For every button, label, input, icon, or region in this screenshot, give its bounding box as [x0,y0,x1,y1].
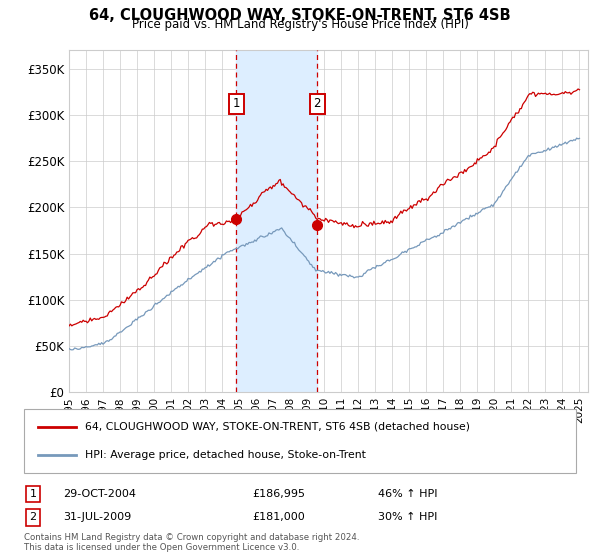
Text: 29-OCT-2004: 29-OCT-2004 [63,489,136,499]
Text: £186,995: £186,995 [252,489,305,499]
Text: HPI: Average price, detached house, Stoke-on-Trent: HPI: Average price, detached house, Stok… [85,450,365,460]
Text: This data is licensed under the Open Government Licence v3.0.: This data is licensed under the Open Gov… [24,543,299,552]
Text: 1: 1 [29,489,37,499]
Text: 64, CLOUGHWOOD WAY, STOKE-ON-TRENT, ST6 4SB (detached house): 64, CLOUGHWOOD WAY, STOKE-ON-TRENT, ST6 … [85,422,470,432]
Text: Price paid vs. HM Land Registry's House Price Index (HPI): Price paid vs. HM Land Registry's House … [131,18,469,31]
Text: 46% ↑ HPI: 46% ↑ HPI [378,489,437,499]
Text: 64, CLOUGHWOOD WAY, STOKE-ON-TRENT, ST6 4SB: 64, CLOUGHWOOD WAY, STOKE-ON-TRENT, ST6 … [89,8,511,24]
Text: 2: 2 [313,97,321,110]
Text: Contains HM Land Registry data © Crown copyright and database right 2024.: Contains HM Land Registry data © Crown c… [24,533,359,542]
Text: 30% ↑ HPI: 30% ↑ HPI [378,512,437,522]
Text: £181,000: £181,000 [252,512,305,522]
Text: 1: 1 [233,97,240,110]
Bar [236,50,317,392]
Text: 31-JUL-2009: 31-JUL-2009 [63,512,131,522]
FancyBboxPatch shape [24,409,576,473]
Text: 2: 2 [29,512,37,522]
